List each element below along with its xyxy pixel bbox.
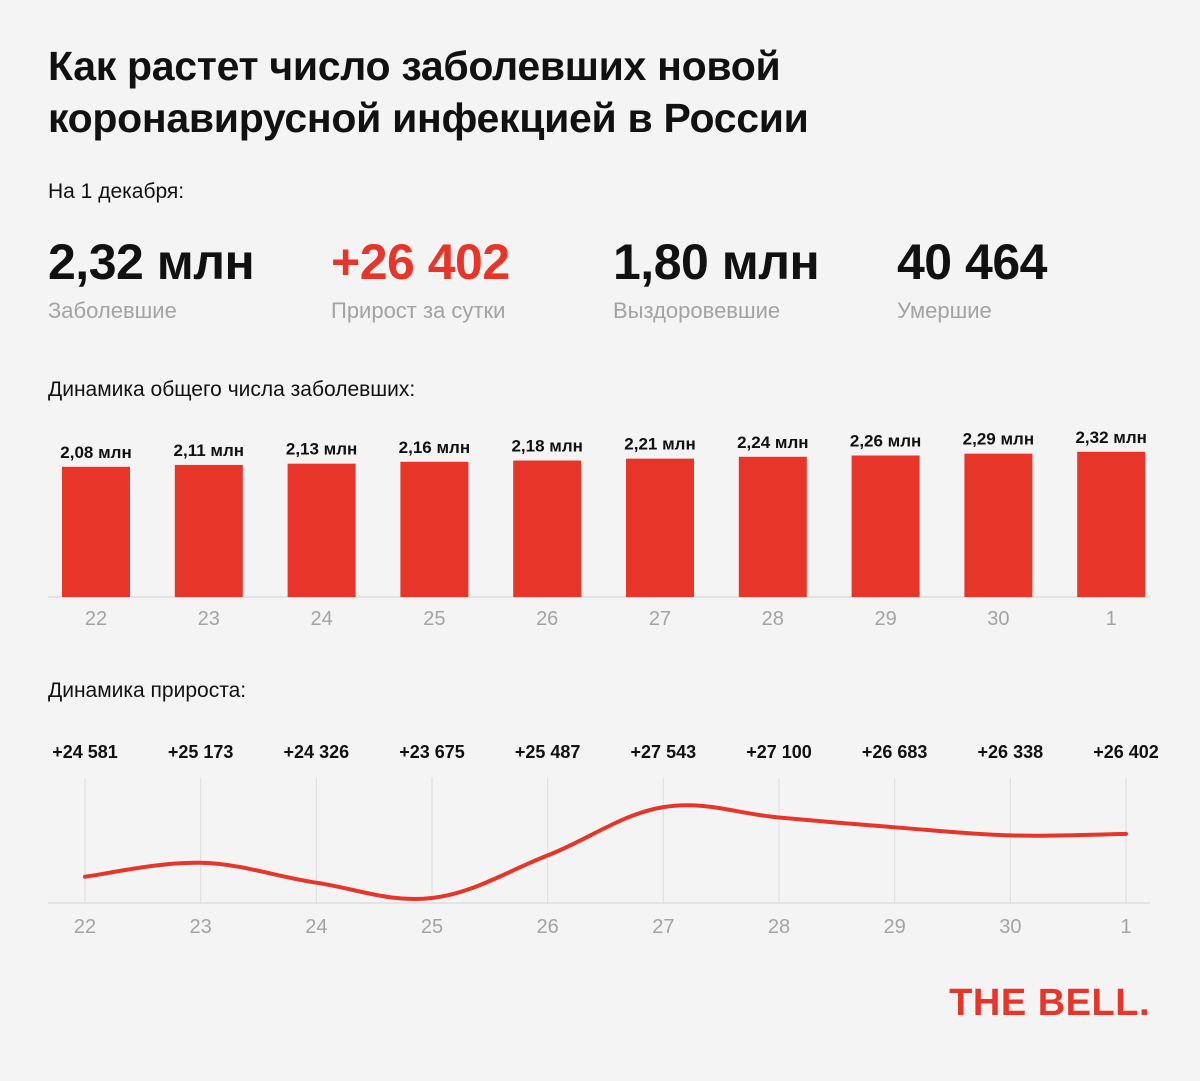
- line-x-tick-label: 29: [884, 916, 906, 938]
- stat-deaths-value: 40 464: [897, 234, 1047, 290]
- bar-22: [62, 466, 130, 597]
- bar-23: [174, 464, 243, 597]
- line-chart: +24 581 22 +25 173 23 +24 326 24 +23 675 25 +25 …: [48, 742, 1159, 938]
- stat-daily-increase: +26 402 Прирост за сутки: [331, 232, 510, 324]
- line-data-label: +27 543: [631, 742, 697, 762]
- line-data-label: +26 683: [862, 742, 928, 762]
- bar-28: [738, 456, 807, 597]
- bar-data-label: 2,08 млн: [60, 443, 131, 462]
- line-x-tick-label: 24: [305, 916, 327, 938]
- line-x-tick-label: 27: [652, 916, 674, 938]
- bar-27: [626, 458, 694, 597]
- bar-data-label: 2,18 млн: [511, 437, 582, 456]
- bar-data-label: 2,29 млн: [963, 430, 1034, 449]
- bar-x-tick-label: 29: [874, 608, 896, 630]
- bar-x-tick-label: 22: [85, 608, 107, 630]
- bar-29: [851, 455, 920, 597]
- bar-x-tick-label: 1: [1106, 608, 1117, 630]
- line-data-label: +26 338: [978, 742, 1044, 762]
- line-x-tick-label: 30: [999, 916, 1021, 938]
- bar-x-tick-label: 28: [762, 608, 784, 630]
- line-data-label: +23 675: [399, 742, 465, 762]
- bar-data-label: 2,26 млн: [850, 432, 921, 451]
- stat-daily-increase-value: +26 402: [331, 234, 510, 290]
- line-data-label: +27 100: [746, 742, 812, 762]
- bar-x-tick-label: 30: [987, 608, 1009, 630]
- bar-chart-title: Динамика общего числа заболевших:: [48, 378, 416, 401]
- stat-cases: 2,32 млн Заболевшие: [48, 232, 255, 324]
- bar-30: [964, 453, 1033, 597]
- stat-recovered-label: Выздоровевшие: [613, 298, 781, 323]
- line-chart-title: Динамика прироста:: [48, 679, 247, 702]
- date-label: На 1 декабря:: [48, 180, 185, 203]
- stat-daily-increase-label: Прирост за сутки: [331, 298, 506, 323]
- line-data-label: +25 487: [515, 742, 581, 762]
- bar-x-tick-label: 24: [310, 608, 332, 630]
- bar-26: [513, 460, 582, 597]
- bar-chart: 2,08 млн 22 2,11 млн 23 2,13 млн 24 2,16 млн 25…: [48, 428, 1150, 630]
- increase-series-line: [83, 803, 1128, 901]
- bar-x-tick-label: 23: [198, 608, 220, 630]
- line-x-tick-label: 22: [74, 916, 96, 938]
- stat-cases-label: Заболевшие: [48, 298, 177, 323]
- page-title: Как растет число заболевших новой корона…: [48, 43, 809, 141]
- stat-cases-value: 2,32 млн: [48, 234, 255, 290]
- bar-x-tick-label: 25: [423, 608, 445, 630]
- stat-deaths-label: Умершие: [897, 298, 992, 323]
- bar-data-label: 2,24 млн: [737, 433, 808, 452]
- bar-data-label: 2,32 млн: [1075, 428, 1146, 447]
- line-x-tick-label: 25: [421, 916, 443, 938]
- the-bell-logo: THE BELL.: [949, 982, 1150, 1024]
- line-data-label: +25 173: [168, 742, 234, 762]
- stat-deaths: 40 464 Умершие: [897, 232, 1047, 324]
- bar-data-label: 2,21 млн: [624, 435, 695, 454]
- bar-1: [1077, 451, 1146, 597]
- stat-recovered-value: 1,80 млн: [613, 234, 820, 290]
- line-x-tick-label: 23: [190, 916, 212, 938]
- bar-x-tick-label: 26: [536, 608, 558, 630]
- line-x-tick-label: 26: [537, 916, 559, 938]
- bar-25: [400, 461, 469, 597]
- bar-x-tick-label: 27: [649, 608, 671, 630]
- bar-data-label: 2,13 млн: [286, 440, 357, 459]
- line-x-tick-label: 28: [768, 916, 790, 938]
- bar-24: [287, 463, 356, 597]
- bar-data-label: 2,11 млн: [174, 441, 245, 460]
- bar-data-label: 2,16 млн: [399, 438, 470, 457]
- line-data-label: +24 581: [52, 742, 118, 762]
- stat-recovered: 1,80 млн Выздоровевшие: [613, 232, 820, 324]
- line-data-label: +26 402: [1093, 742, 1159, 762]
- line-x-tick-label: 1: [1120, 916, 1131, 938]
- line-data-label: +24 326: [284, 742, 350, 762]
